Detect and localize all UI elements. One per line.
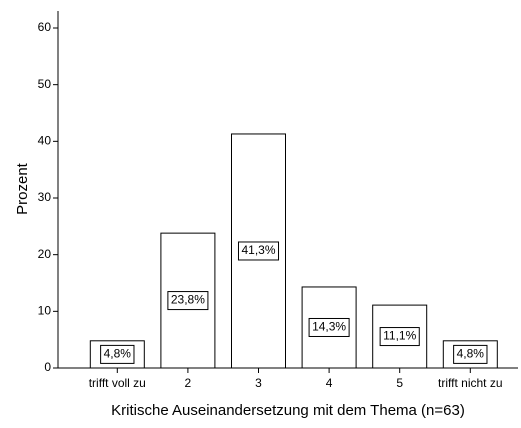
y-tick-label: 20: [38, 247, 52, 261]
value-label-box: [237, 241, 280, 261]
x-tick-label: 3: [255, 376, 262, 390]
y-tick-label: 10: [38, 304, 52, 318]
y-tick-label: 40: [38, 134, 52, 148]
y-tick-label: 0: [44, 360, 51, 374]
value-label: 14,3%: [312, 320, 346, 334]
value-label-box: [100, 344, 135, 364]
y-tick-label: 50: [38, 77, 52, 91]
value-label: 41,3%: [241, 243, 275, 257]
x-axis-label: Kritische Auseinandersetzung mit dem The…: [111, 402, 465, 419]
value-label: 23,8%: [171, 293, 205, 307]
value-label-box: [453, 344, 488, 364]
value-label: 11,1%: [383, 329, 416, 343]
value-label: 4,8%: [104, 347, 132, 361]
y-tick-label: 60: [38, 20, 52, 34]
x-tick-label: trifft voll zu: [89, 376, 146, 390]
value-label-box: [308, 317, 350, 337]
x-tick-label: 5: [396, 376, 403, 390]
x-tick-label: 2: [185, 376, 192, 390]
value-label: 4,8%: [457, 347, 485, 361]
x-tick-label: 4: [326, 376, 333, 390]
value-label-box: [379, 327, 420, 347]
x-tick-label: trifft nicht zu: [438, 376, 502, 390]
value-label-box: [167, 291, 209, 311]
y-axis-label: Prozent: [14, 162, 31, 215]
y-tick-label: 30: [38, 190, 52, 204]
